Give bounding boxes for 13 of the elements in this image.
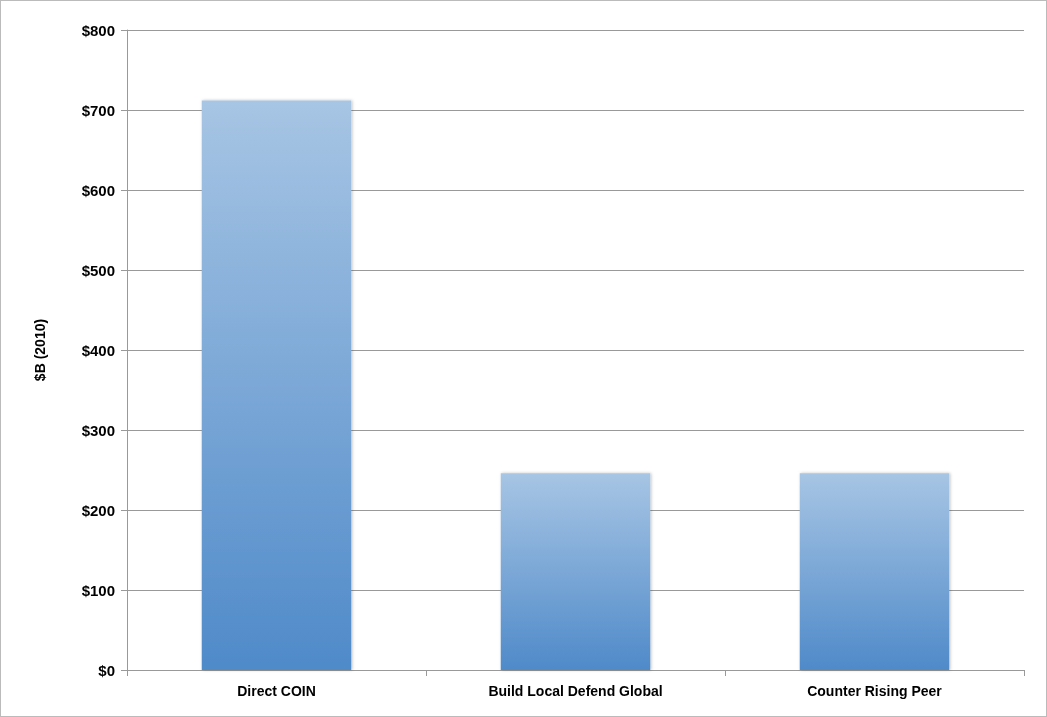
y-tick-label: $300 [81,421,115,439]
x-tick-label: Counter Rising Peer [807,683,943,699]
x-tick-label: Build Local Defend Global [488,683,663,699]
y-tick-label: $400 [81,341,115,359]
y-tick-label: $200 [81,501,115,519]
y-tick-label: $800 [81,21,115,39]
y-tick-label: $500 [81,261,115,279]
y-tick-label: $0 [98,661,115,679]
y-tick-label: $600 [81,181,115,199]
y-tick-label: $100 [81,581,115,599]
y-axis-title: $B (2010) [32,318,48,382]
y-tick-label: $700 [81,101,115,119]
x-tick-label: Direct COIN [237,683,316,699]
